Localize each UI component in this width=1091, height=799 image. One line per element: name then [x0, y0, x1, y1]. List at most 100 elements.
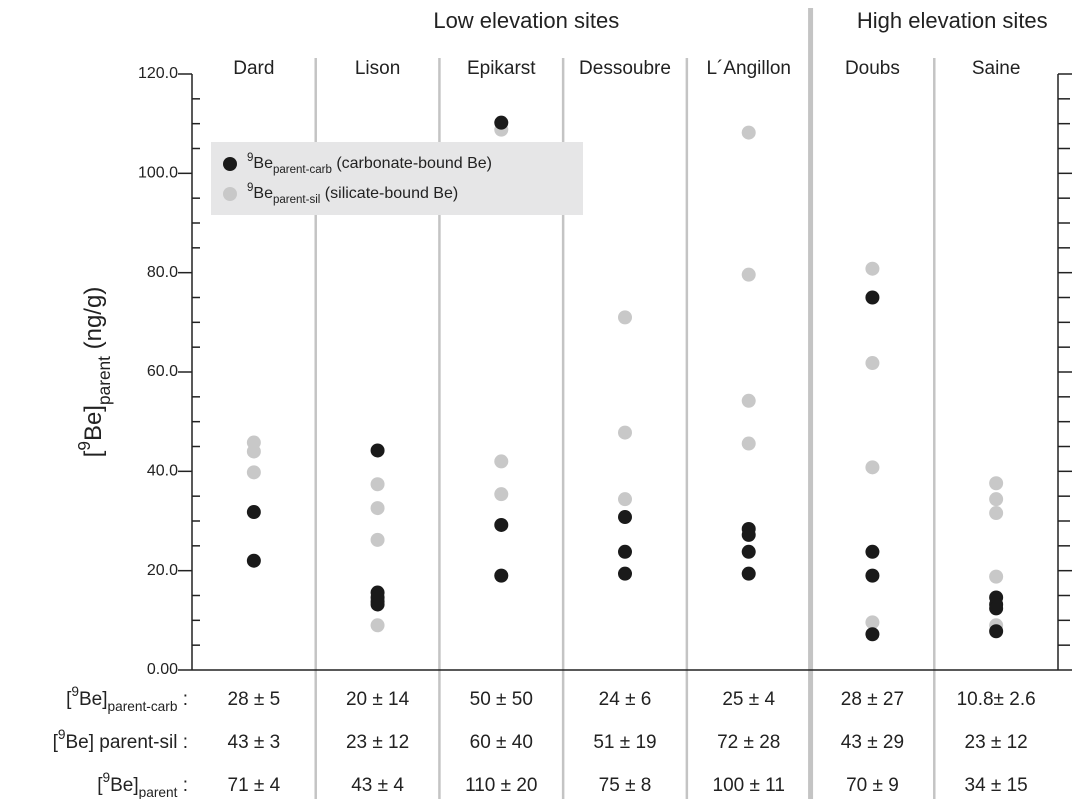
legend-label: 9Beparent-sil (silicate-bound Be) [247, 182, 458, 206]
y-tick-label: 20.0 [147, 562, 178, 579]
text-part: Be] [79, 689, 108, 710]
summary-cell: 71 ± 4 [228, 775, 281, 796]
text-part: 9 [247, 152, 253, 164]
y-tick-label: 100.0 [138, 165, 178, 182]
point [989, 492, 1004, 507]
y-axis-label: [9Be]parent (ng/g) [74, 287, 114, 458]
text-part: Be] parent-sil : [66, 732, 189, 753]
text-part: 9 [58, 727, 66, 742]
summary-cell: 25 ± 4 [722, 689, 775, 710]
point [618, 425, 632, 440]
summary-cell: 50 ± 50 [470, 689, 533, 710]
summary-cell: 51 ± 19 [593, 732, 656, 753]
text-part: (silicate-bound Be) [320, 185, 458, 202]
category-label: Epikarst [467, 58, 536, 79]
point [370, 618, 385, 633]
summary-cell: 10.8± 2.6 [957, 689, 1036, 710]
category-label: Dard [233, 58, 274, 79]
summary-cell: 75 ± 8 [599, 775, 652, 796]
summary-row-label: [9Be]parent : [97, 770, 188, 799]
point [865, 290, 880, 305]
y-tick-label: 120.0 [138, 65, 178, 82]
group-label: Low elevation sites [433, 8, 619, 33]
point [370, 532, 385, 547]
summary-cell: 70 ± 9 [846, 775, 899, 796]
point [865, 261, 880, 276]
point [741, 267, 756, 282]
point [618, 544, 632, 559]
point [246, 465, 261, 480]
text-part: 9 [71, 684, 79, 699]
point [494, 568, 509, 583]
point [370, 501, 385, 516]
summary-cell: 23 ± 12 [965, 732, 1028, 753]
point [741, 125, 756, 140]
point [494, 115, 509, 130]
text-part: [ [66, 689, 72, 710]
text-part: [ [53, 732, 59, 753]
point [494, 454, 509, 469]
point [989, 476, 1004, 491]
y-tick-label: 80.0 [147, 264, 178, 281]
text-part: parent-carb [108, 699, 178, 714]
point [865, 544, 880, 559]
text-part: 9 [247, 182, 253, 194]
text-part: [ [80, 450, 107, 457]
legend-label: 9Beparent-carb (carbonate-bound Be) [247, 152, 492, 176]
text-part: parent [139, 785, 178, 799]
legend-marker [223, 157, 237, 171]
summary-row-label: [9Be] parent-sil : [53, 727, 188, 753]
summary-cell: 24 ± 6 [599, 689, 652, 710]
category-label: L´Angillon [706, 58, 791, 79]
legend-marker [223, 187, 237, 201]
point [246, 444, 261, 459]
y-tick-label: 0.00 [147, 661, 178, 678]
summary-cell: 100 ± 11 [713, 775, 785, 796]
summary-cell: 28 ± 5 [228, 689, 281, 710]
text-part: parent-sil [273, 194, 320, 206]
summary-cell: 43 ± 29 [841, 732, 904, 753]
text-part: [ [97, 775, 103, 796]
point [618, 310, 632, 325]
point [865, 460, 880, 475]
summary-cell: 110 ± 20 [465, 775, 537, 796]
point [989, 624, 1004, 639]
summary-row-label: [9Be]parent-carb : [66, 684, 188, 714]
text-part: 9 [74, 441, 94, 451]
point [618, 566, 632, 581]
text-part: 9 [103, 770, 111, 785]
group-label: High elevation sites [857, 8, 1048, 33]
point [246, 505, 261, 520]
summary-cell: 60 ± 40 [470, 732, 533, 753]
point [741, 544, 756, 559]
point [618, 510, 632, 525]
point [989, 506, 1004, 521]
point [494, 487, 509, 502]
point [494, 517, 509, 532]
summary-cell: 72 ± 28 [717, 732, 780, 753]
text-part: (ng/g) [80, 287, 107, 356]
point [865, 615, 880, 630]
text-part: parent [94, 356, 114, 405]
text-part: : [177, 775, 188, 796]
category-label: Doubs [845, 58, 900, 79]
point [246, 553, 261, 568]
point [865, 356, 880, 371]
text-part: Be [253, 155, 273, 172]
legend-box [211, 142, 583, 215]
y-tick-label: 60.0 [147, 363, 178, 380]
text-part: Be] [110, 775, 139, 796]
point [741, 566, 756, 581]
text-part: Be [253, 185, 273, 202]
point [989, 601, 1004, 616]
point [865, 627, 880, 642]
text-part: parent-carb [273, 164, 332, 176]
text-part: Be] [80, 405, 107, 441]
point [741, 393, 756, 408]
category-label: Lison [355, 58, 400, 79]
text-part: (carbonate-bound Be) [332, 155, 492, 172]
point [865, 568, 880, 583]
summary-cell: 43 ± 4 [351, 775, 404, 796]
